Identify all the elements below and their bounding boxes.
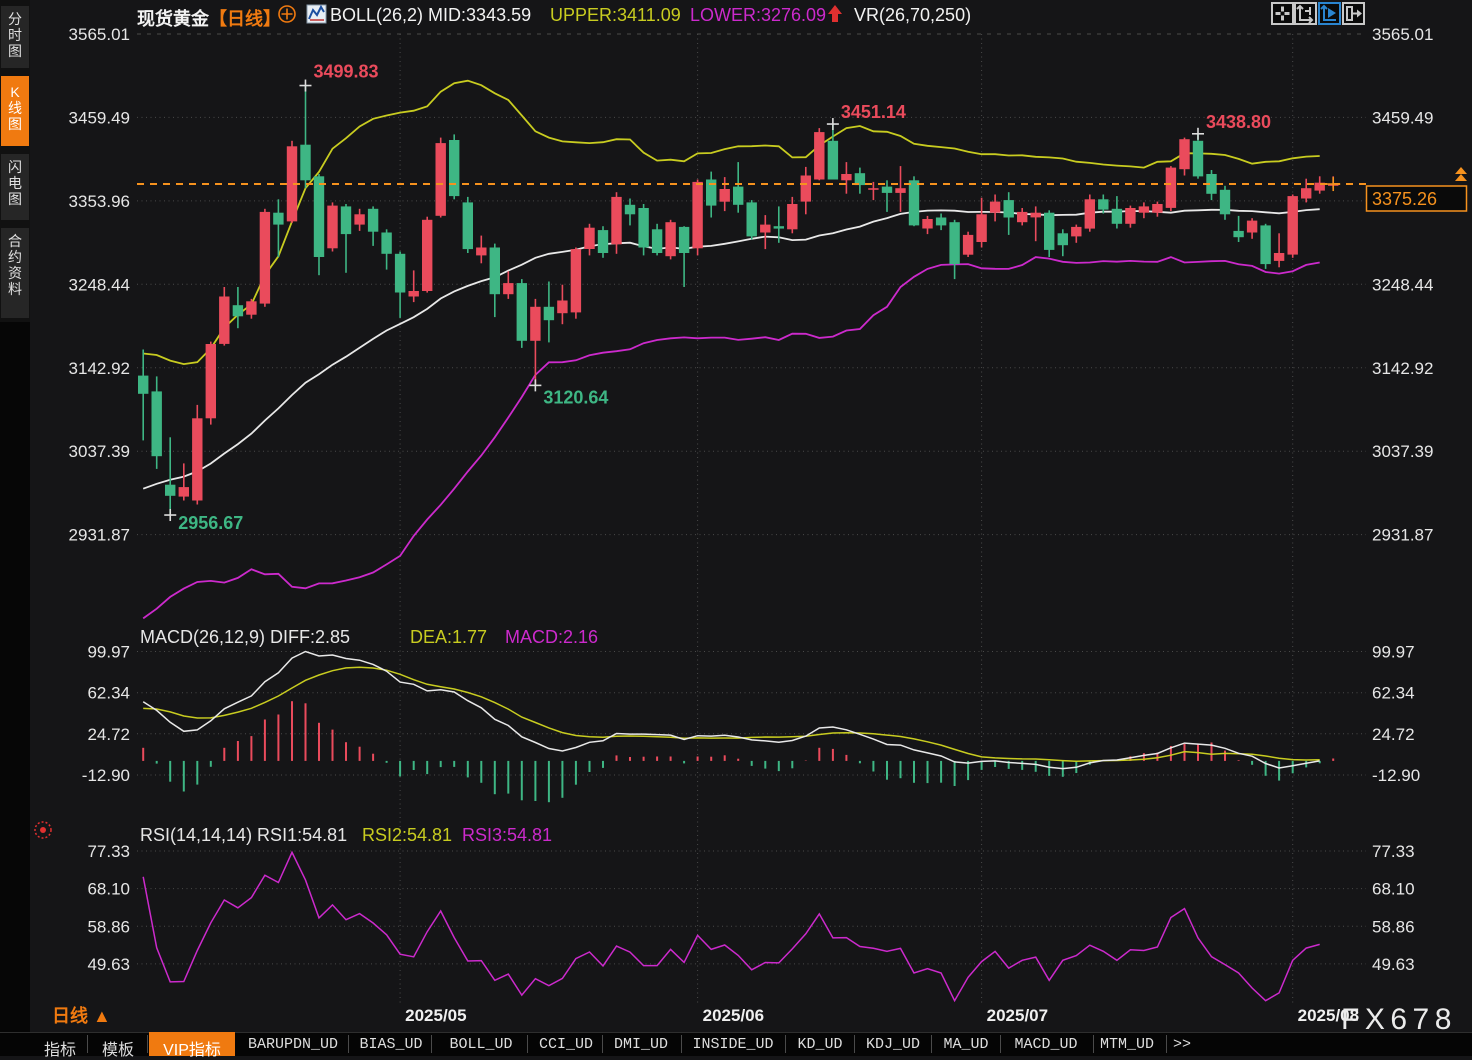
svg-text:3459.49: 3459.49 — [1372, 108, 1433, 127]
svg-text:58.86: 58.86 — [87, 917, 130, 936]
svg-text:3438.80: 3438.80 — [1206, 112, 1271, 132]
svg-text:2025/05: 2025/05 — [405, 1006, 466, 1025]
svg-text:58.86: 58.86 — [1372, 917, 1415, 936]
svg-text:3248.44: 3248.44 — [1372, 275, 1433, 294]
svg-text:3499.83: 3499.83 — [313, 62, 378, 82]
svg-text:3375.26: 3375.26 — [1372, 189, 1437, 209]
svg-text:3565.01: 3565.01 — [69, 25, 130, 44]
svg-text:24.72: 24.72 — [1372, 725, 1415, 744]
svg-text:68.10: 68.10 — [87, 880, 130, 899]
svg-text:2025/07: 2025/07 — [987, 1006, 1048, 1025]
svg-text:49.63: 49.63 — [87, 955, 130, 974]
svg-text:2931.87: 2931.87 — [1372, 526, 1433, 545]
svg-text:2025/08: 2025/08 — [1298, 1006, 1359, 1025]
svg-text:MACD:2.16: MACD:2.16 — [505, 627, 598, 647]
svg-text:3037.39: 3037.39 — [1372, 442, 1433, 461]
svg-text:77.33: 77.33 — [1372, 842, 1415, 861]
svg-text:3248.44: 3248.44 — [69, 275, 130, 294]
svg-text:3353.96: 3353.96 — [69, 192, 130, 211]
svg-text:3565.01: 3565.01 — [1372, 25, 1433, 44]
svg-text:RSI(14,14,14) RSI1:54.81: RSI(14,14,14) RSI1:54.81 — [140, 825, 347, 845]
svg-text:2025/06: 2025/06 — [703, 1006, 764, 1025]
svg-text:3459.49: 3459.49 — [69, 108, 130, 127]
svg-text:49.63: 49.63 — [1372, 955, 1415, 974]
svg-text:62.34: 62.34 — [87, 684, 130, 703]
svg-text:MACD(26,12,9) DIFF:2.85: MACD(26,12,9) DIFF:2.85 — [140, 627, 350, 647]
svg-text:3142.92: 3142.92 — [1372, 359, 1433, 378]
svg-text:3120.64: 3120.64 — [543, 387, 608, 407]
svg-text:2931.87: 2931.87 — [69, 526, 130, 545]
svg-text:62.34: 62.34 — [1372, 684, 1415, 703]
svg-text:2956.67: 2956.67 — [178, 513, 243, 533]
svg-text:68.10: 68.10 — [1372, 880, 1415, 899]
svg-text:-12.90: -12.90 — [1372, 766, 1420, 785]
svg-text:DEA:1.77: DEA:1.77 — [410, 627, 487, 647]
svg-text:RSI3:54.81: RSI3:54.81 — [462, 825, 552, 845]
svg-text:24.72: 24.72 — [87, 725, 130, 744]
svg-text:77.33: 77.33 — [87, 842, 130, 861]
svg-text:RSI2:54.81: RSI2:54.81 — [362, 825, 452, 845]
svg-text:日线 ▲: 日线 ▲ — [52, 1005, 111, 1026]
svg-text:-12.90: -12.90 — [82, 766, 130, 785]
svg-text:3037.39: 3037.39 — [69, 442, 130, 461]
svg-text:3142.92: 3142.92 — [69, 359, 130, 378]
svg-text:3451.14: 3451.14 — [841, 102, 906, 122]
svg-text:99.97: 99.97 — [87, 643, 130, 662]
svg-text:FX678: FX678 — [1341, 1003, 1457, 1036]
svg-text:99.97: 99.97 — [1372, 643, 1415, 662]
